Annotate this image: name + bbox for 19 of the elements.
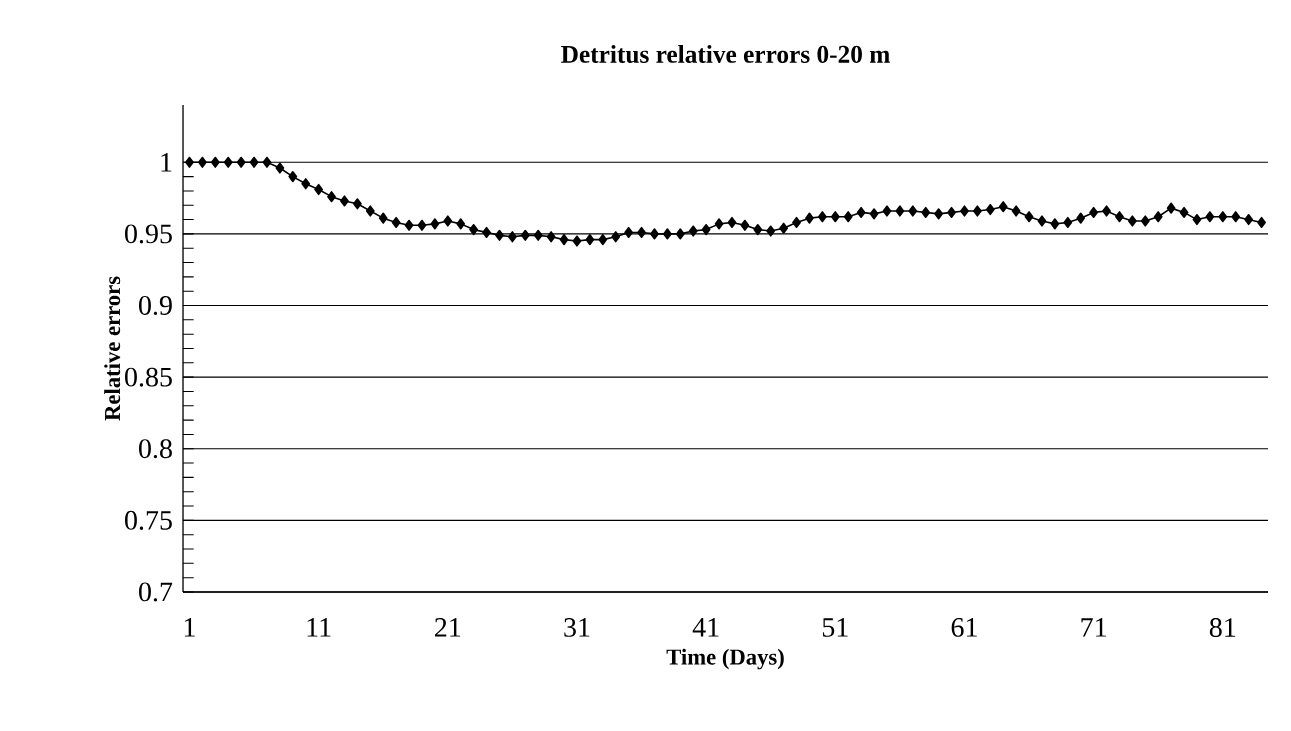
x-axis-title: Time (Days) <box>666 648 784 670</box>
x-tick-label: 71 <box>1081 618 1106 637</box>
y-tick-label: 0.75 <box>125 510 172 530</box>
y-tick-label: 0.9 <box>139 296 172 316</box>
y-tick-label: 1 <box>161 153 172 172</box>
x-tick-label: 51 <box>822 618 848 637</box>
y-tick-label: 0.8 <box>139 439 172 459</box>
y-tick-label: 0.95 <box>125 224 172 244</box>
x-tick-label: 21 <box>435 618 461 637</box>
y-axis-title: Relative errors <box>104 276 121 421</box>
x-tick-label: 1 <box>184 618 195 637</box>
y-tick-label: 0.7 <box>139 582 173 602</box>
x-tick-label: 11 <box>307 618 331 637</box>
x-tick-label: 81 <box>1209 618 1236 637</box>
x-tick-label: 31 <box>564 618 590 637</box>
x-tick-label: 61 <box>951 618 977 637</box>
x-tick-label: 41 <box>692 618 719 637</box>
y-tick-label: 0.85 <box>125 367 172 387</box>
chart-title: Detritus relative errors 0-20 m <box>561 45 890 63</box>
